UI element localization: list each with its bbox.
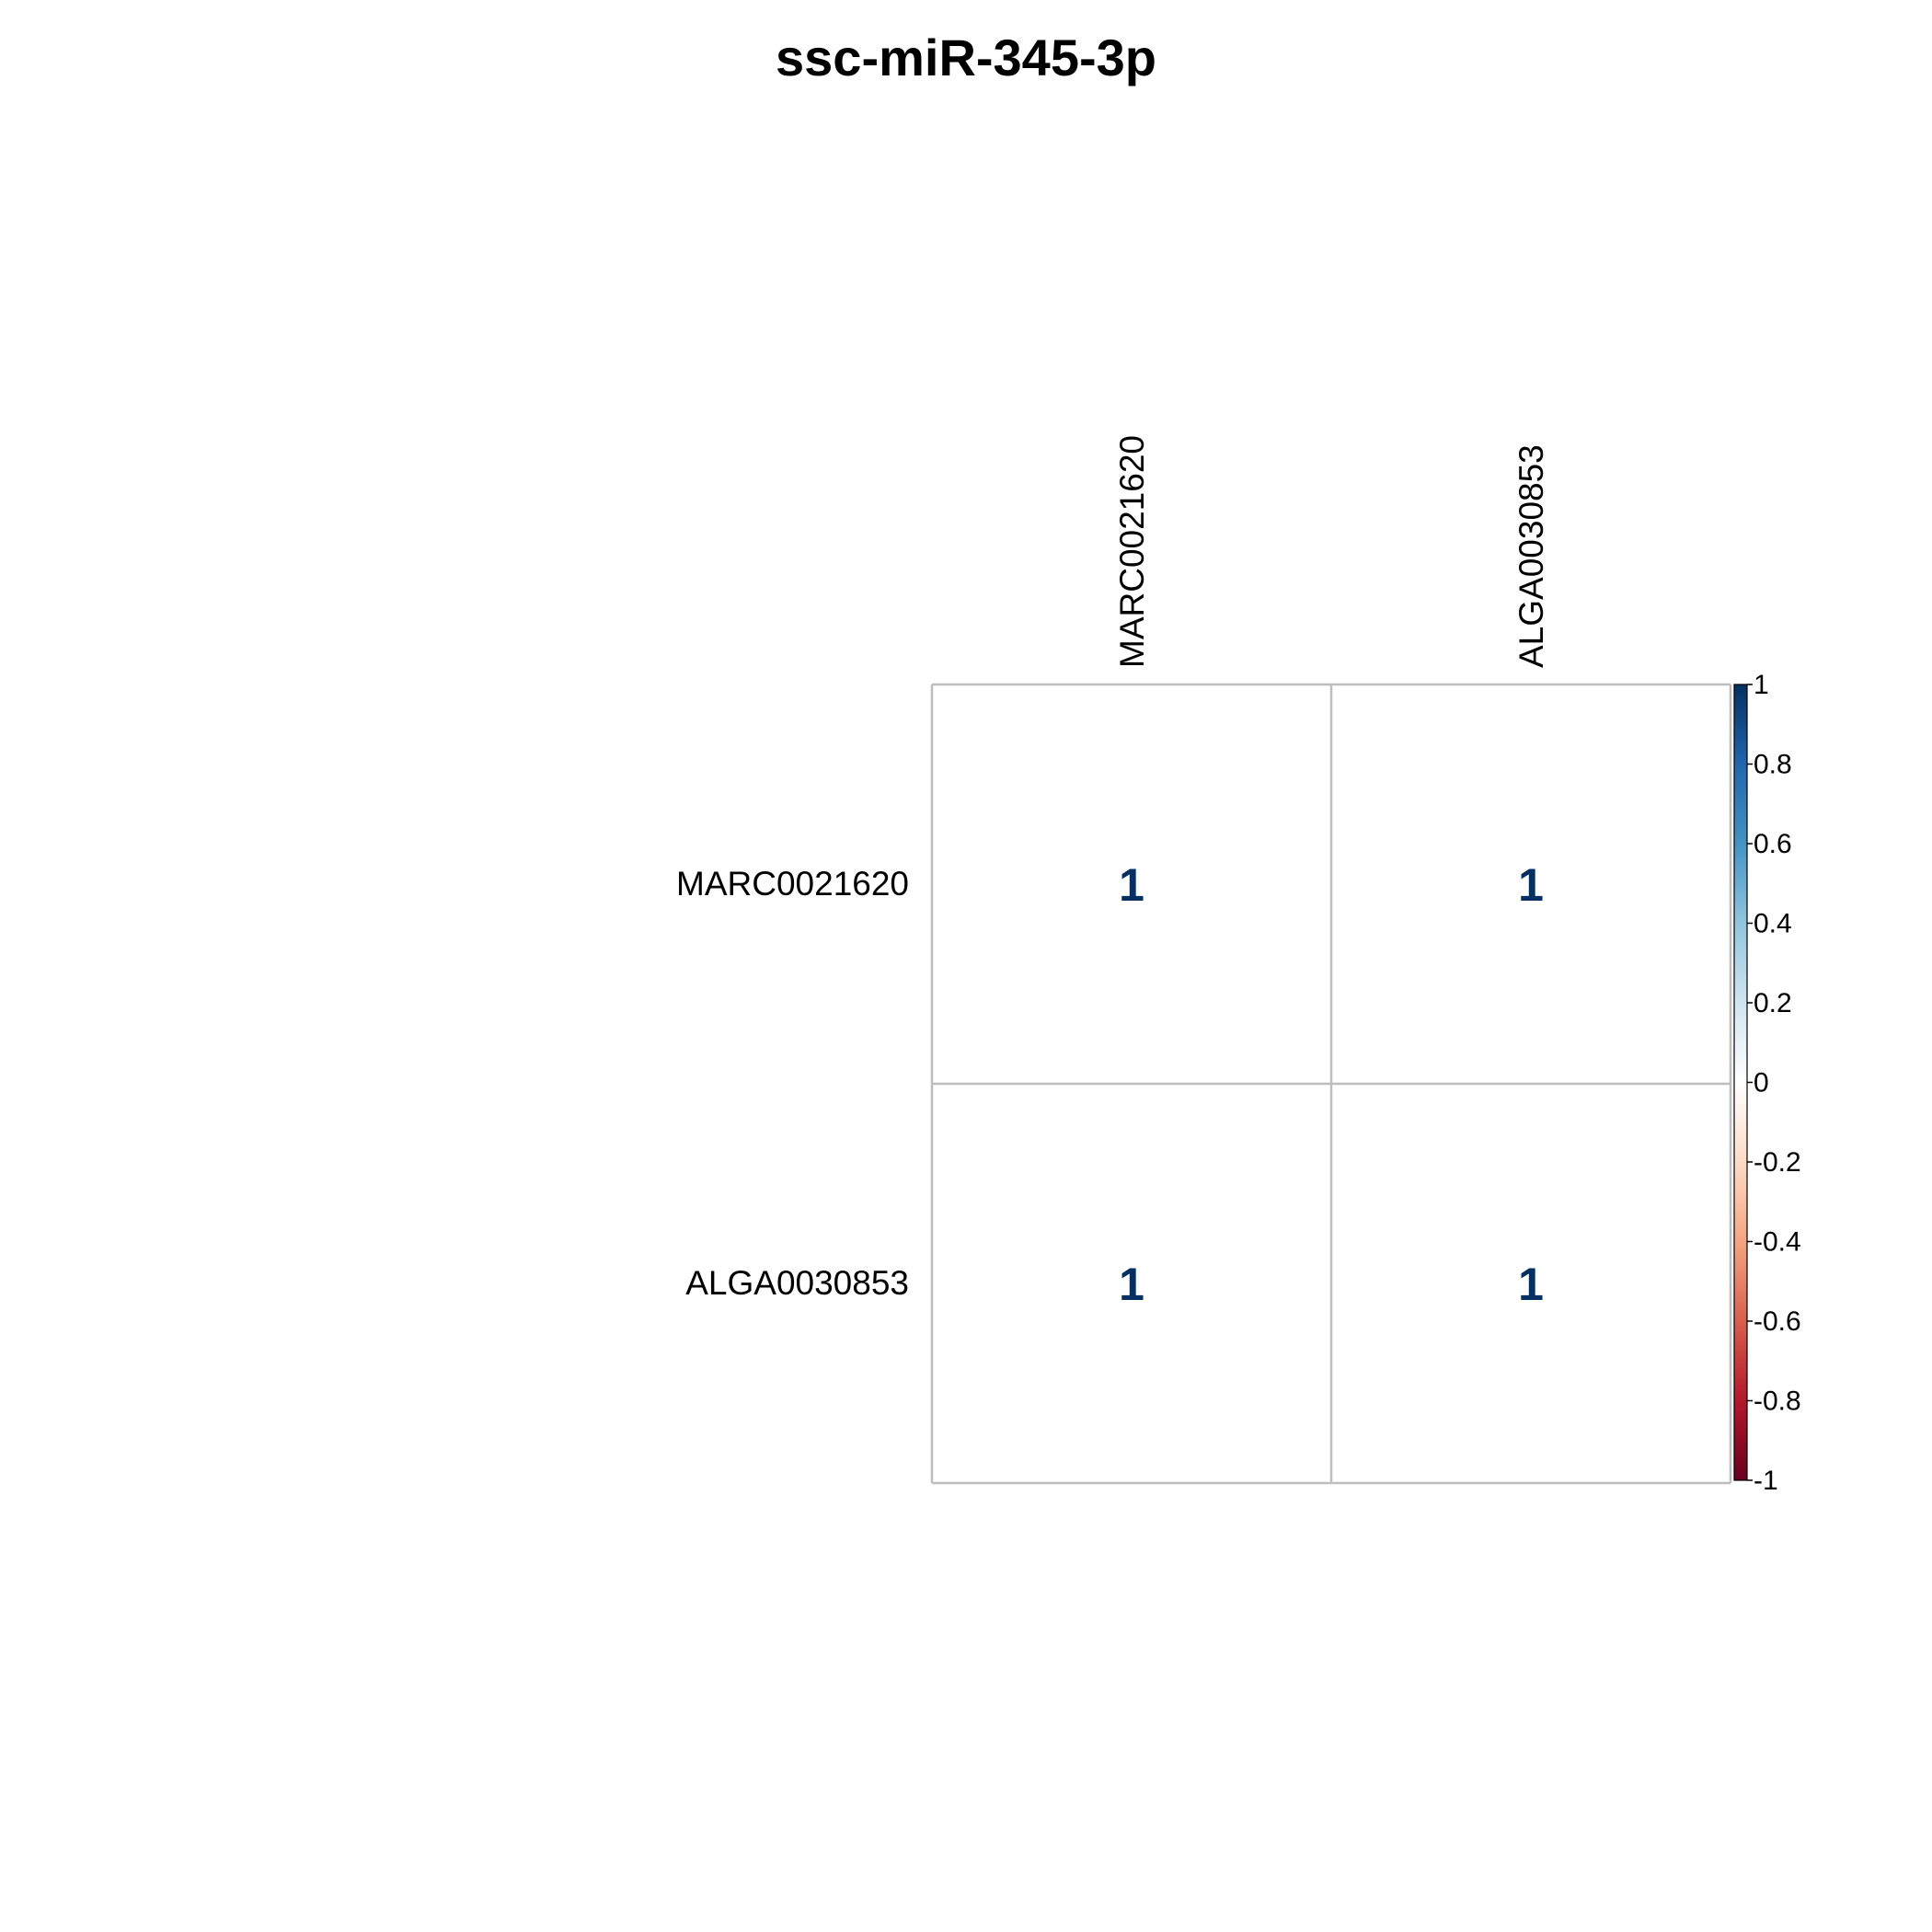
chart-title: ssc-miR-345-3p [776, 29, 1156, 86]
color-legend-tick-label: -0.6 [1754, 1306, 1801, 1337]
cell-value-label: 1 [1119, 859, 1144, 911]
color-legend-tick-label: 0.2 [1754, 988, 1792, 1018]
color-legend-tick-label: 1 [1754, 670, 1769, 700]
color-legend-tick-label: -1 [1754, 1466, 1778, 1496]
cell-value-label: 1 [1518, 1259, 1544, 1310]
color-legend-tick-label: 0.6 [1754, 829, 1792, 859]
color-legend: 1 0.8 0.6 0.4 0.2 0 -0.2 -0.4 -0.6 -0.8 -1 [1733, 670, 1801, 1496]
heatmap-cell [932, 1084, 1331, 1483]
heatmap-cell [1331, 684, 1731, 1084]
cell-value-labels: 1 1 1 1 [1119, 859, 1544, 1310]
color-legend-tick-label: 0 [1754, 1068, 1769, 1098]
color-legend-tick-label: 0.4 [1754, 909, 1792, 939]
heatmap-cell [1331, 1084, 1731, 1483]
color-legend-tick-label: -0.2 [1754, 1147, 1801, 1178]
row-labels: MARC0021620 ALGA0030853 [676, 865, 909, 1302]
column-label: MARC0021620 [1113, 435, 1151, 668]
column-labels: MARC0021620 ALGA0030853 [1113, 435, 1550, 668]
heatmap-cells [932, 684, 1731, 1483]
row-label: MARC0021620 [676, 865, 909, 903]
heatmap-cell [932, 684, 1331, 1084]
cell-value-label: 1 [1119, 1259, 1144, 1310]
color-legend-tick-label: -0.8 [1754, 1386, 1801, 1417]
cell-value-label: 1 [1518, 859, 1544, 911]
color-legend-bar [1733, 684, 1748, 1481]
column-label: ALGA0030853 [1512, 444, 1550, 668]
row-label: ALGA0030853 [685, 1264, 909, 1302]
color-legend-tick-label: 0.8 [1754, 750, 1792, 780]
color-legend-tick-label: -0.4 [1754, 1227, 1801, 1258]
heatmap-grid [930, 683, 1732, 1485]
